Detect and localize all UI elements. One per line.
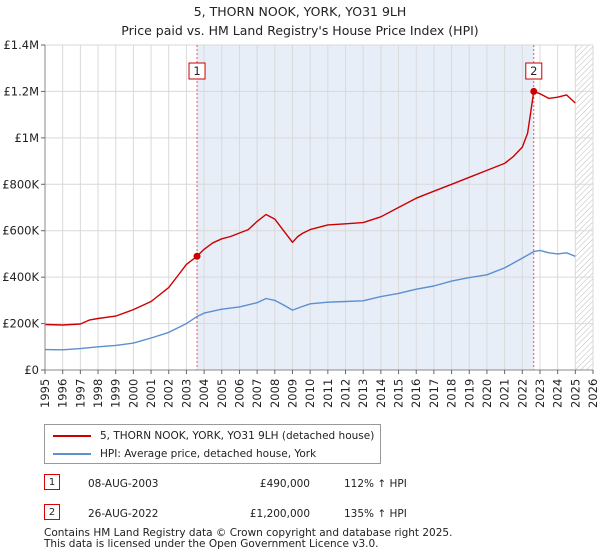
footer-line-2: This data is licensed under the Open Gov…: [44, 538, 379, 550]
y-tick-label: £200K: [2, 317, 39, 331]
sale-pct-1: 112% ↑ HPI: [344, 478, 407, 490]
legend: 5, THORN NOOK, YORK, YO31 9LH (detached …: [44, 424, 381, 464]
sale-point-1: [193, 252, 201, 260]
x-tick-label: 2008: [268, 379, 282, 408]
x-tick-label: 2001: [144, 379, 158, 408]
x-tick-label: 1995: [38, 379, 52, 408]
x-tick-label: 2007: [250, 379, 264, 408]
sale-row-2: 2 26-AUG-2022 £1,200,000 135% ↑ HPI: [44, 504, 564, 524]
shading-layer: [45, 45, 593, 370]
x-tick-label: 2000: [126, 379, 140, 408]
title-line-1: 5, THORN NOOK, YORK, YO31 9LH: [193, 4, 407, 19]
x-tick-label: 2021: [498, 379, 512, 408]
x-tick-label: 2011: [321, 379, 335, 408]
y-tick-label: £800K: [2, 177, 39, 191]
x-tick-label: 1997: [73, 379, 87, 408]
sale-price-1: £490,000: [259, 478, 310, 490]
forecast-hatch: [575, 45, 593, 370]
x-tick-label: 2019: [462, 379, 476, 408]
x-tick-label: 2024: [551, 379, 565, 408]
x-tick-label: 2010: [303, 379, 317, 408]
x-tick-label: 2003: [179, 379, 193, 408]
x-tick-label: 2016: [409, 379, 423, 408]
footer-line-1: Contains HM Land Registry data © Crown c…: [44, 527, 453, 539]
x-tick-label: 1996: [56, 379, 70, 408]
sale-box-label-2: 2: [530, 64, 537, 78]
series-layer: [44, 90, 576, 351]
x-tick-label: 2012: [339, 379, 353, 408]
x-tick-label: 2013: [356, 379, 370, 408]
sale-marker-1: 1: [44, 474, 60, 490]
series-line-property: [44, 90, 576, 326]
sale-date-1: 08-AUG-2003: [88, 478, 159, 490]
y-tick-label: £1M: [14, 131, 39, 145]
x-tick-label: 2015: [392, 379, 406, 408]
x-tick-label: 2005: [215, 379, 229, 408]
x-tick-label: 2026: [586, 379, 600, 408]
x-tick-label: 2004: [197, 379, 211, 408]
legend-swatch-hpi: [53, 453, 91, 455]
sale-point-2: [530, 87, 538, 95]
sale-pct-2: 135% ↑ HPI: [344, 508, 407, 520]
y-tick-label: £1.4M: [3, 38, 39, 52]
chart-title: 5, THORN NOOK, YORK, YO31 9LH Price paid…: [0, 2, 600, 40]
legend-swatch-property: [53, 435, 91, 437]
x-tick-label: 2014: [374, 379, 388, 408]
y-tick-label: £1.2M: [3, 84, 39, 98]
x-tick-label: 2006: [232, 379, 246, 408]
x-tick-label: 2018: [445, 379, 459, 408]
x-tick-label: 2023: [533, 379, 547, 408]
x-tick-label: 2002: [162, 379, 176, 408]
series-line-hpi: [44, 249, 576, 351]
y-tick-label: £400K: [2, 270, 39, 284]
y-tick-label: £0: [24, 363, 39, 377]
sale-price-2: £1,200,000: [249, 508, 310, 520]
x-tick-label: 1998: [91, 379, 105, 408]
x-tick-label: 2022: [515, 379, 529, 408]
sale-row-1: 1 08-AUG-2003 £490,000 112% ↑ HPI: [44, 474, 564, 494]
sale-box-label-1: 1: [193, 64, 200, 78]
sale-box-2: [525, 62, 543, 80]
x-tick-label: 2009: [285, 379, 299, 408]
legend-label-property: 5, THORN NOOK, YORK, YO31 9LH (detached …: [100, 430, 375, 442]
sale-box-1: [188, 62, 206, 80]
legend-label-hpi: HPI: Average price, detached house, York: [100, 448, 317, 460]
sale-date-2: 26-AUG-2022: [88, 508, 159, 520]
x-tick-label: 2017: [427, 379, 441, 408]
x-tick-label: 2025: [568, 379, 582, 408]
x-tick-label: 2020: [480, 379, 494, 408]
y-tick-label: £600K: [2, 224, 39, 238]
sale-marker-2: 2: [44, 504, 60, 520]
title-line-2: Price paid vs. HM Land Registry's House …: [121, 23, 479, 38]
footer: Contains HM Land Registry data © Crown c…: [44, 528, 452, 550]
axis-layer: £0 £200K £400K £600K £800K £1M £1.2M £1.4M 1995 1…: [2, 38, 600, 408]
x-tick-label: 1999: [109, 379, 123, 408]
ownership-shade: [197, 45, 534, 370]
